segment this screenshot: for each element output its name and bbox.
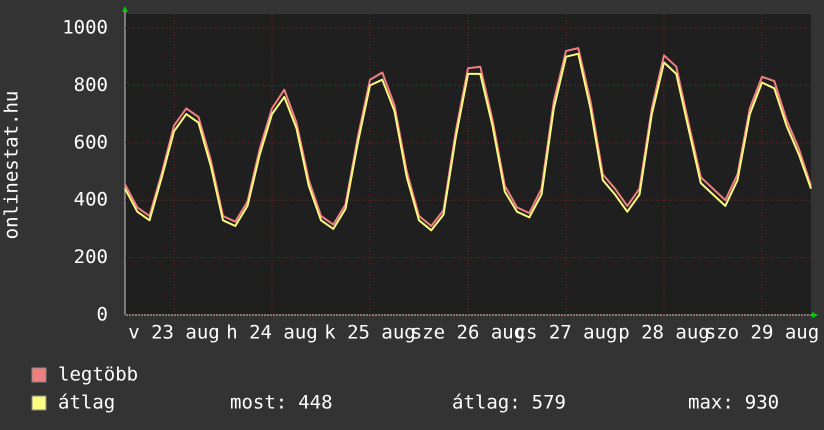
x-arrow [812,312,818,318]
x-tick-label: sze 26 aug [411,322,525,344]
x-tick-label: k 25 aug [324,322,416,344]
series-line [124,52,812,232]
y-tick-label: 800 [74,74,108,96]
stat-label: max: [688,392,734,414]
legend-swatch [31,395,47,411]
y-tick-label: 400 [74,189,108,211]
x-tick-label: szo 29 aug [705,322,819,344]
y-arrow [122,6,128,12]
stat-value: 579 [532,392,566,414]
x-tick-label: p 28 aug [618,322,710,344]
legend-label: legtöbb [58,364,138,386]
stat-label: átlag: [452,392,521,414]
stat-value: 930 [745,392,779,414]
y-axis-label: onlinestat.hu [1,91,23,240]
legend-label: átlag [58,392,115,414]
series-line [124,47,812,227]
x-tick-label: h 24 aug [226,322,318,344]
legend-swatch [31,367,47,383]
stat-value: 448 [298,392,332,414]
x-tick-label: cs 27 aug [515,322,618,344]
y-tick-label: 1000 [62,17,108,39]
stat-label: most: [230,392,287,414]
y-tick-label: 0 [97,304,108,326]
y-tick-label: 200 [74,246,108,268]
x-tick-label: v 23 aug [128,322,220,344]
y-tick-label: 600 [74,131,108,153]
